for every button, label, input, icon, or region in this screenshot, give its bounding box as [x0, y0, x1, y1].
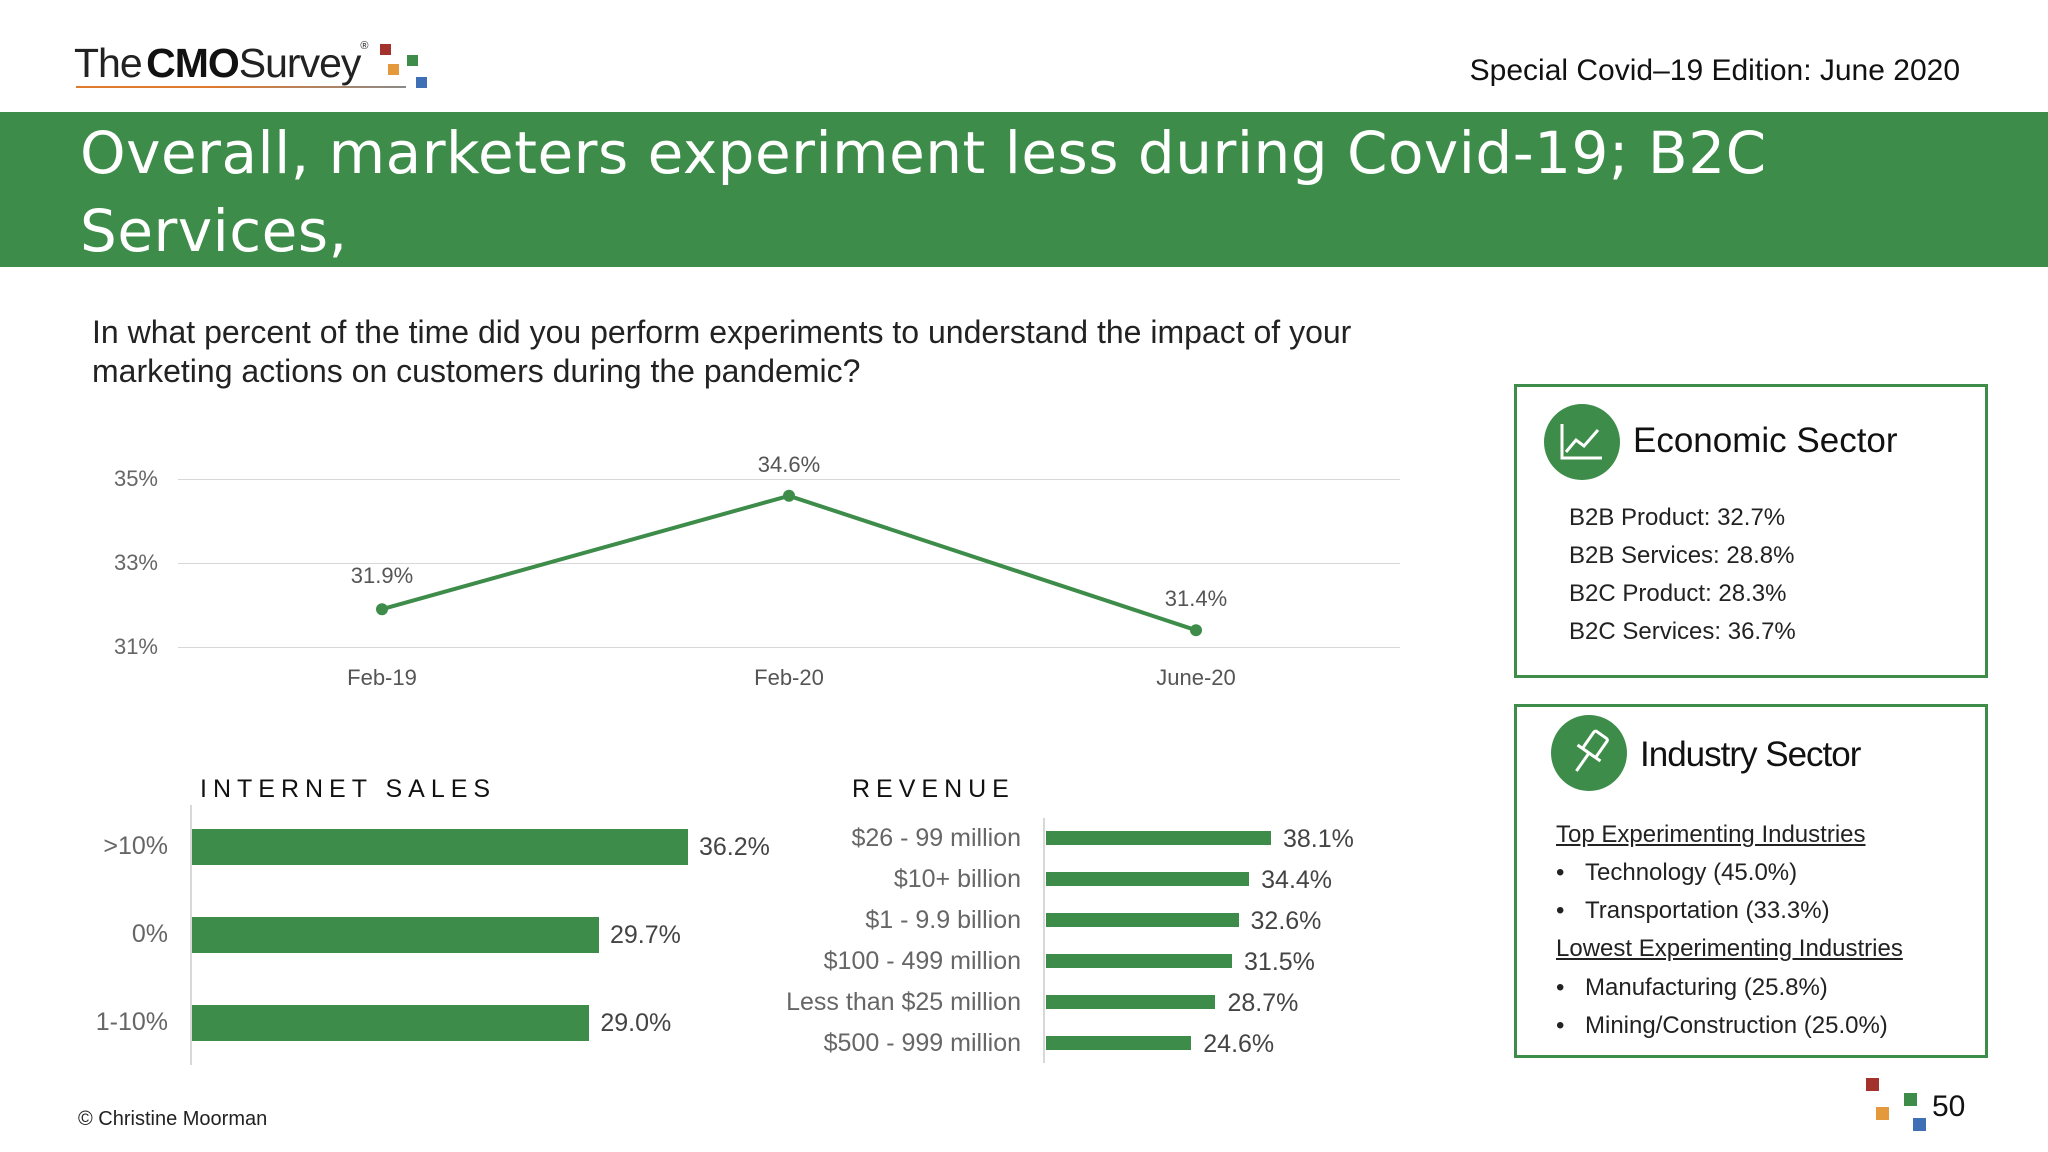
bar [1046, 995, 1216, 1009]
chart-title: INTERNET SALES [200, 775, 497, 803]
bullet: • [1556, 859, 1565, 886]
question-line-2: marketing actions on customers during th… [92, 353, 861, 389]
title-banner [0, 112, 2048, 267]
data-label: 31.9% [350, 563, 414, 589]
data-point [1190, 624, 1202, 637]
category-label: Less than $25 million [786, 988, 1021, 1016]
series-line [381, 493, 1197, 633]
category-label: $1 - 9.9 billion [865, 906, 1021, 934]
data-label: 32.6% [1250, 907, 1322, 935]
bar [192, 1005, 590, 1041]
economic-line: B2C Services: 36.7% [1569, 618, 1796, 645]
industry-icon-circle [1551, 715, 1627, 791]
lowest-industries-heading: Lowest Experimenting Industries [1556, 935, 1903, 962]
data-label: 36.2% [699, 833, 770, 861]
category-label: $100 - 499 million [823, 947, 1021, 975]
logo-square-red-icon [380, 44, 391, 55]
y-tick-label: 35% [113, 466, 158, 491]
logo-survey: Survey [238, 40, 362, 86]
industry-item: Transportation (33.3%) [1585, 897, 1830, 924]
y-tick-label: 33% [113, 550, 158, 575]
bullet: • [1556, 1012, 1565, 1039]
gridline [178, 647, 1400, 648]
data-label: 34.6% [757, 451, 821, 477]
edition-label: Special Covid–19 Edition: June 2020 [1469, 54, 1960, 87]
economic-line: B2B Product: 32.7% [1569, 504, 1786, 531]
cmo-survey-logo: The CMOSurvey® [74, 40, 368, 100]
x-tick-label: Feb-20 [754, 665, 824, 690]
logo-underline [76, 86, 406, 88]
logo-the: The [74, 40, 143, 86]
line-chart-icon [1560, 424, 1602, 460]
category-label: $10+ billion [893, 865, 1021, 893]
bar [1046, 872, 1250, 886]
y-tick-label: 31% [113, 634, 158, 659]
logo-reg: ® [360, 40, 369, 52]
economic-icon-circle [1544, 404, 1620, 480]
title-line-1: Overall, marketers experiment less durin… [80, 119, 1767, 265]
bar [192, 829, 688, 865]
x-tick-label: Feb-19 [347, 665, 417, 690]
logo-square-green-icon [407, 55, 418, 66]
bar [1046, 831, 1271, 845]
data-label: 28.7% [1227, 989, 1299, 1017]
bar [1046, 913, 1239, 927]
category-label: 1-10% [95, 1008, 168, 1036]
logo-square-blue-icon [416, 77, 427, 88]
x-tick-label: June-20 [1156, 665, 1236, 690]
pushpin-icon [1575, 729, 1609, 772]
copyright: © Christine Moorman [78, 1108, 268, 1130]
industry-item: Technology (45.0%) [1585, 859, 1798, 886]
industry-sector-box [1514, 704, 1988, 1058]
category-label: >10% [103, 832, 168, 860]
data-label: 31.5% [1244, 948, 1315, 976]
page-number: 50 [1932, 1090, 1966, 1123]
bar [1046, 954, 1233, 968]
question-line-1: In what percent of the time did you perf… [92, 314, 1352, 350]
economic-sector-box [1514, 384, 1988, 678]
footer-square-blue-icon [1913, 1118, 1926, 1131]
title-line-2: Internet, tech, and small companies do m… [80, 275, 1790, 343]
data-point [783, 489, 795, 502]
data-label: 38.1% [1283, 825, 1354, 853]
category-label: $26 - 99 million [851, 824, 1021, 852]
economic-sector-title: Economic Sector [1633, 421, 1898, 460]
gridline [178, 479, 1400, 480]
category-axis [1043, 818, 1045, 1063]
data-label: 24.6% [1203, 1030, 1275, 1058]
industry-item: Mining/Construction (25.0%) [1585, 1012, 1888, 1039]
footer-square-orange-icon [1876, 1107, 1889, 1120]
data-label: 34.4% [1261, 866, 1333, 894]
logo-square-orange-icon [388, 64, 399, 75]
footer-square-green-icon [1904, 1093, 1917, 1106]
economic-line: B2B Services: 28.8% [1569, 542, 1795, 569]
gridline [178, 563, 1400, 564]
survey-question: In what percent of the time did you perf… [92, 313, 1432, 391]
page-title: Overall, marketers experiment less durin… [80, 114, 2040, 348]
data-label: 29.7% [609, 921, 681, 949]
footer-square-red-icon [1866, 1078, 1879, 1091]
chart-title: REVENUE [852, 775, 1015, 803]
bar [192, 917, 599, 953]
top-industries-heading: Top Experimenting Industries [1556, 821, 1866, 848]
bullet: • [1556, 897, 1565, 924]
industry-sector-title: Industry Sector [1640, 735, 1861, 774]
category-axis [190, 805, 192, 1065]
category-label: $500 - 999 million [823, 1029, 1021, 1057]
data-point [376, 603, 388, 616]
industry-item: Manufacturing (25.8%) [1585, 974, 1828, 1001]
category-label: 0% [131, 920, 168, 948]
data-label: 31.4% [1164, 586, 1228, 612]
bullet: • [1556, 974, 1565, 1001]
logo-cmo: CMO [146, 40, 240, 86]
data-label: 29.0% [600, 1009, 672, 1037]
bar [1046, 1036, 1192, 1050]
economic-line: B2C Product: 28.3% [1569, 580, 1787, 607]
